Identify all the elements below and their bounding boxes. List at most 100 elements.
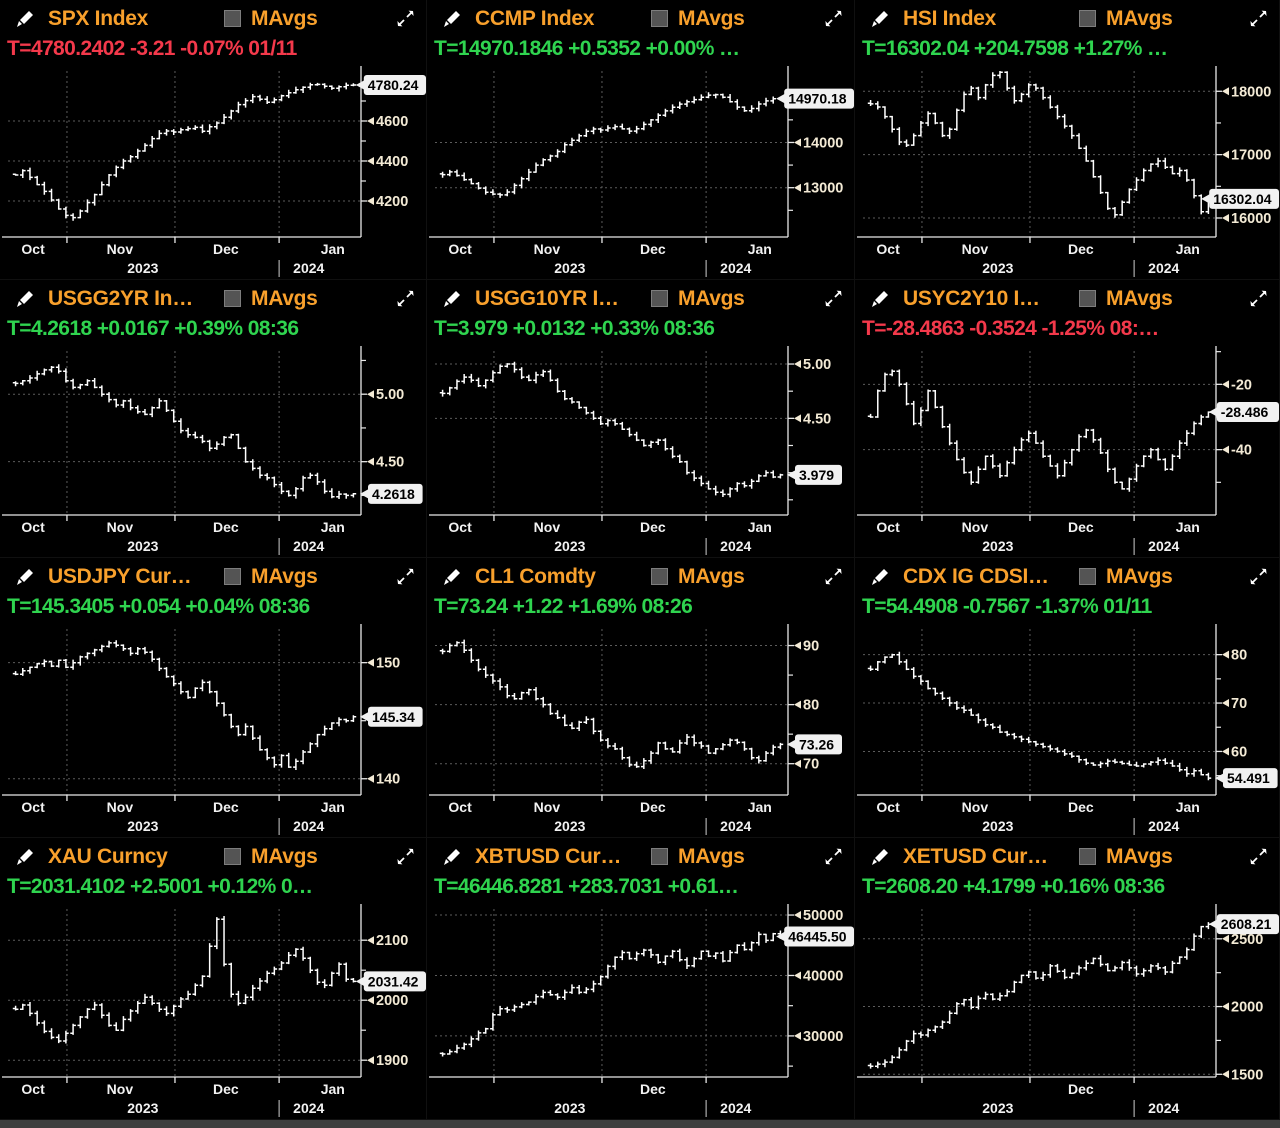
- chart-title-4[interactable]: USGG10YR I…: [475, 286, 619, 310]
- mavgs-checkbox[interactable]: [224, 10, 241, 27]
- expand-icon[interactable]: [822, 567, 844, 587]
- svg-text:2023: 2023: [554, 1100, 585, 1116]
- mavgs-label[interactable]: MAvgs: [678, 6, 745, 30]
- mavgs-label[interactable]: MAvgs: [1106, 564, 1173, 588]
- annotate-pencil-icon[interactable]: [867, 7, 893, 31]
- svg-text:-20: -20: [1231, 377, 1252, 393]
- panel-header: CL1 Comdty MAvgs: [427, 558, 854, 592]
- annotate-pencil-icon[interactable]: [439, 565, 465, 589]
- svg-text:2024: 2024: [720, 538, 751, 554]
- mavgs-label[interactable]: MAvgs: [251, 6, 318, 30]
- mavgs-checkbox[interactable]: [651, 290, 668, 307]
- chart-title-8[interactable]: CDX IG CDSI…: [903, 564, 1049, 588]
- mavgs-checkbox[interactable]: [1079, 568, 1096, 585]
- svg-text:18000: 18000: [1231, 84, 1271, 100]
- expand-icon[interactable]: [822, 289, 844, 309]
- mavgs-checkbox[interactable]: [651, 568, 668, 585]
- price-chart[interactable]: 2100 2000 1900 Oct Nov Dec Jan 2023 2024 2031.42: [0, 901, 427, 1120]
- mavgs-checkbox[interactable]: [1079, 290, 1096, 307]
- expand-icon[interactable]: [394, 847, 416, 867]
- ticker-line: T=73.24 +1.22 +1.69% 08:26: [434, 595, 693, 618]
- mavgs-label[interactable]: MAvgs: [251, 844, 318, 868]
- mavgs-label[interactable]: MAvgs: [1106, 844, 1173, 868]
- mavgs-label[interactable]: MAvgs: [1106, 6, 1173, 30]
- panel-header: SPX Index MAvgs: [0, 0, 426, 34]
- annotate-pencil-icon[interactable]: [439, 7, 465, 31]
- chart-title-6[interactable]: USDJPY Cur…: [48, 564, 192, 588]
- mavgs-label[interactable]: MAvgs: [1106, 286, 1173, 310]
- price-chart[interactable]: 50000 40000 30000 Dec 2023 2024 46445.50: [427, 901, 855, 1120]
- expand-icon[interactable]: [1247, 847, 1269, 867]
- price-chart[interactable]: 80 70 60 Oct Nov Dec Jan 2023 2024 54.491: [855, 621, 1280, 838]
- mavgs-label[interactable]: MAvgs: [678, 564, 745, 588]
- panel-header: USGG2YR In… MAvgs: [0, 280, 426, 314]
- chart-panel: USGG2YR In… MAvgs T=4.2618 +0.0167 +0.39…: [0, 280, 427, 558]
- svg-text:Oct: Oct: [876, 241, 900, 257]
- annotate-pencil-icon[interactable]: [12, 565, 38, 589]
- chart-title-11[interactable]: XETUSD Cur…: [903, 844, 1048, 868]
- chart-panel: CL1 Comdty MAvgs T=73.24 +1.22 +1.69% 08…: [427, 558, 855, 838]
- chart-title-5[interactable]: USYC2Y10 I…: [903, 286, 1040, 310]
- expand-icon[interactable]: [1247, 567, 1269, 587]
- price-chart[interactable]: 90 80 70 Oct Nov Dec Jan 2023 2024 73.26: [427, 621, 855, 838]
- mavgs-checkbox[interactable]: [1079, 10, 1096, 27]
- price-chart[interactable]: 14000 13000 Oct Nov Dec Jan 2023 2024 14970.18: [427, 63, 855, 280]
- svg-text:2100: 2100: [376, 933, 408, 949]
- annotate-pencil-icon[interactable]: [12, 7, 38, 31]
- chart-title-9[interactable]: XAU Curncy: [48, 844, 168, 868]
- mavgs-label[interactable]: MAvgs: [678, 286, 745, 310]
- svg-text:Dec: Dec: [640, 519, 666, 535]
- annotate-pencil-icon[interactable]: [439, 845, 465, 869]
- chart-title-2[interactable]: HSI Index: [903, 6, 996, 30]
- mavgs-checkbox[interactable]: [651, 10, 668, 27]
- mavgs-label[interactable]: MAvgs: [678, 844, 745, 868]
- price-chart[interactable]: 5.00 4.50 Oct Nov Dec Jan 2023 2024 4.2618: [0, 343, 427, 558]
- ticker-line: T=2608.20 +4.1799 +0.16% 08:36: [862, 875, 1165, 898]
- expand-icon[interactable]: [394, 567, 416, 587]
- chart-title-7[interactable]: CL1 Comdty: [475, 564, 596, 588]
- expand-icon[interactable]: [1247, 9, 1269, 29]
- price-chart[interactable]: 5.00 4.50 Oct Nov Dec Jan 2023 2024 3.979: [427, 343, 855, 558]
- mavgs-checkbox[interactable]: [651, 848, 668, 865]
- mavgs-label[interactable]: MAvgs: [251, 564, 318, 588]
- annotate-pencil-icon[interactable]: [867, 845, 893, 869]
- price-chart[interactable]: -20 -40 Oct Nov Dec Jan 2023 2024 -28.486: [855, 343, 1280, 558]
- svg-text:Nov: Nov: [107, 1081, 134, 1097]
- mavgs-checkbox[interactable]: [224, 568, 241, 585]
- expand-icon[interactable]: [394, 9, 416, 29]
- mavgs-checkbox[interactable]: [224, 290, 241, 307]
- chart-title-10[interactable]: XBTUSD Cur…: [475, 844, 622, 868]
- svg-text:4.2618: 4.2618: [372, 486, 415, 502]
- svg-text:Nov: Nov: [107, 519, 134, 535]
- svg-text:2000: 2000: [1231, 1000, 1263, 1016]
- svg-text:2024: 2024: [293, 1100, 324, 1116]
- annotate-pencil-icon[interactable]: [867, 565, 893, 589]
- mavgs-label[interactable]: MAvgs: [251, 286, 318, 310]
- svg-text:2024: 2024: [1148, 538, 1179, 554]
- mavgs-checkbox[interactable]: [224, 848, 241, 865]
- price-chart[interactable]: 4600 4400 4200 Oct Nov Dec Jan 2023 2024 4780.24: [0, 63, 427, 280]
- chart-title-1[interactable]: CCMP Index: [475, 6, 595, 30]
- price-chart[interactable]: 18000 17000 16000 Oct Nov Dec Jan 2023 2024 16302…: [855, 63, 1280, 280]
- mavgs-checkbox[interactable]: [1079, 848, 1096, 865]
- annotate-pencil-icon[interactable]: [12, 845, 38, 869]
- chart-title-0[interactable]: SPX Index: [48, 6, 149, 30]
- last-price-box: 54.491: [1215, 768, 1278, 789]
- svg-text:16302.04: 16302.04: [1213, 191, 1272, 207]
- svg-text:140: 140: [376, 772, 400, 788]
- expand-icon[interactable]: [822, 847, 844, 867]
- expand-icon[interactable]: [394, 289, 416, 309]
- chart-title-3[interactable]: USGG2YR In…: [48, 286, 193, 310]
- price-chart[interactable]: 2500 2000 1500 Dec 2023 2024 2608.21: [855, 901, 1280, 1120]
- svg-text:Dec: Dec: [1068, 799, 1094, 815]
- svg-text:Dec: Dec: [213, 1081, 239, 1097]
- expand-icon[interactable]: [1247, 289, 1269, 309]
- svg-text:2023: 2023: [982, 538, 1013, 554]
- expand-icon[interactable]: [822, 9, 844, 29]
- svg-text:Nov: Nov: [534, 241, 561, 257]
- annotate-pencil-icon[interactable]: [867, 287, 893, 311]
- price-chart[interactable]: 150 140 Oct Nov Dec Jan 2023 2024 145.34: [0, 621, 427, 838]
- bottom-scrollbar[interactable]: [0, 1120, 1280, 1128]
- annotate-pencil-icon[interactable]: [12, 287, 38, 311]
- annotate-pencil-icon[interactable]: [439, 287, 465, 311]
